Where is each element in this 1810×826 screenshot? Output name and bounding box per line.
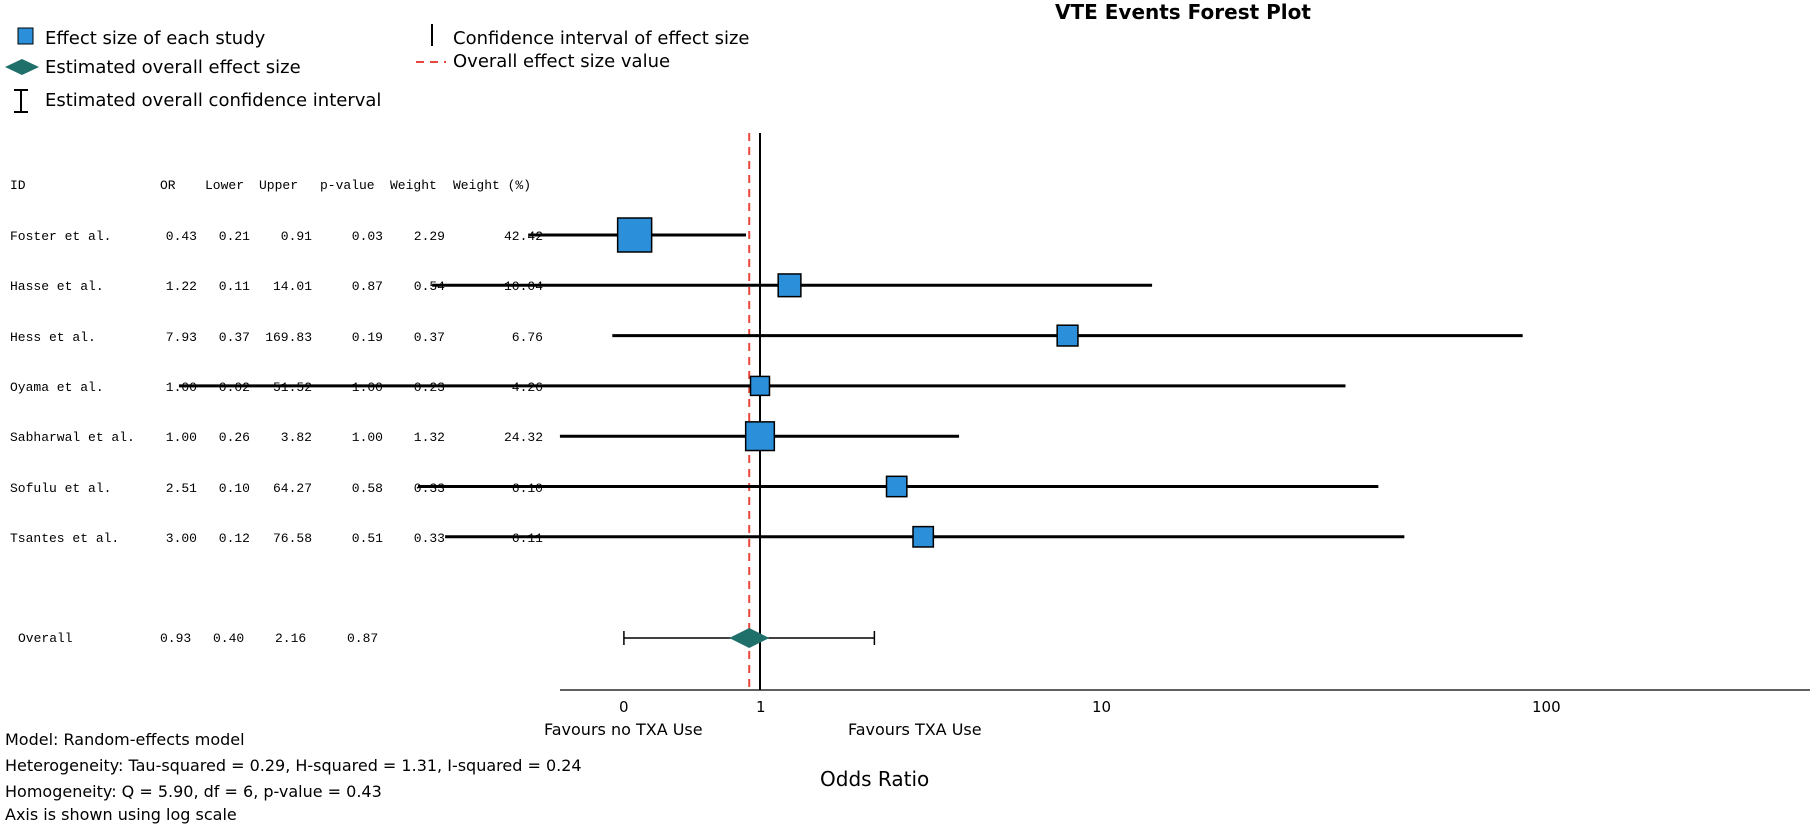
row-lower: 0.11 bbox=[218, 279, 250, 295]
row-weight-pct: 24.32 bbox=[503, 430, 543, 446]
row-lower: 0.21 bbox=[218, 229, 250, 244]
row-weight: 0.23 bbox=[413, 379, 445, 395]
row-id: Hess et al. bbox=[10, 329, 96, 345]
row-pvalue: 1.00 bbox=[351, 379, 383, 395]
row-upper: 3.82 bbox=[280, 430, 312, 446]
row-id: Sabharwal et al. bbox=[10, 430, 135, 446]
x-tick-10: 10 bbox=[1092, 698, 1112, 716]
legend-ci-label: Confidence interval of effect size bbox=[453, 28, 750, 49]
col-header-id: ID bbox=[10, 178, 26, 193]
row-pvalue: 0.51 bbox=[351, 530, 383, 546]
row-lower: 0.10 bbox=[218, 480, 250, 496]
study-effect-marker bbox=[912, 525, 935, 548]
overall-upper: 2.16 bbox=[275, 631, 307, 646]
col-header-weight-pct: Weight (%) bbox=[453, 178, 532, 193]
favours-left-label: Favours no TXA Use bbox=[544, 720, 703, 739]
legend-study-marker bbox=[17, 27, 34, 45]
row-weight: 0.37 bbox=[413, 329, 445, 345]
study-effect-marker bbox=[777, 273, 802, 298]
row-weight-pct: 6.10 bbox=[511, 480, 543, 496]
row-pvalue: 0.58 bbox=[351, 480, 383, 496]
row-lower: 0.26 bbox=[218, 430, 250, 446]
row-lower: 0.37 bbox=[218, 329, 250, 345]
row-weight: 0.33 bbox=[413, 480, 445, 496]
row-id: Foster et al. bbox=[10, 229, 112, 244]
x-tick-0: 0 bbox=[619, 698, 629, 716]
col-header-pvalue: p-value bbox=[320, 178, 375, 193]
overall-lower: 0.40 bbox=[213, 631, 245, 646]
col-header-or: OR bbox=[160, 178, 176, 193]
overall-or: 0.93 bbox=[160, 631, 192, 646]
chart-title: VTE Events Forest Plot bbox=[1055, 0, 1311, 24]
row-or: 0.43 bbox=[165, 229, 197, 244]
overall-pvalue: 0.87 bbox=[347, 631, 379, 646]
legend-diamond-marker bbox=[5, 59, 39, 75]
row-weight-pct: 42.42 bbox=[503, 229, 543, 244]
row-weight: 0.54 bbox=[413, 279, 445, 295]
row-upper: 51.52 bbox=[272, 379, 312, 395]
row-id: Tsantes et al. bbox=[10, 530, 120, 546]
overall-effect-diamond bbox=[729, 628, 770, 648]
footnote-heterogeneity: Heterogeneity: Tau-squared = 0.29, H-squ… bbox=[5, 756, 582, 775]
legend-study-label: Effect size of each study bbox=[45, 28, 266, 49]
row-or: 1.00 bbox=[165, 379, 197, 395]
study-effect-marker bbox=[1056, 324, 1079, 347]
row-weight-pct: 6.11 bbox=[511, 530, 543, 546]
overall-id: Overall bbox=[18, 631, 73, 646]
favours-right-label: Favours TXA Use bbox=[848, 720, 982, 739]
row-lower: 0.12 bbox=[218, 530, 250, 546]
row-pvalue: 0.87 bbox=[351, 279, 383, 295]
study-effect-marker bbox=[744, 421, 776, 452]
row-weight-pct: 6.76 bbox=[511, 329, 543, 345]
col-header-weight: Weight bbox=[390, 178, 437, 193]
legend-overall-label: Estimated overall effect size bbox=[45, 57, 301, 78]
footnote-log-scale: Axis is shown using log scale bbox=[5, 805, 237, 824]
row-id: Hasse et al. bbox=[10, 279, 104, 295]
row-upper: 64.27 bbox=[272, 480, 312, 496]
footnote-homogeneity: Homogeneity: Q = 5.90, df = 6, p-value =… bbox=[5, 782, 382, 801]
row-or: 1.22 bbox=[165, 279, 197, 295]
row-upper: 14.01 bbox=[272, 279, 312, 295]
row-upper: 0.91 bbox=[280, 229, 312, 244]
row-or: 1.00 bbox=[165, 430, 197, 446]
row-or: 7.93 bbox=[165, 329, 197, 345]
row-id: Sofulu et al. bbox=[10, 480, 112, 496]
x-axis-title: Odds Ratio bbox=[820, 767, 930, 791]
x-tick-1: 1 bbox=[756, 698, 766, 716]
row-or: 2.51 bbox=[165, 480, 197, 496]
row-weight-pct: 4.26 bbox=[511, 379, 543, 395]
study-effect-marker bbox=[616, 217, 653, 253]
row-upper: 169.83 bbox=[265, 329, 312, 345]
study-effect-marker bbox=[885, 475, 908, 498]
row-weight: 0.33 bbox=[413, 530, 445, 546]
row-weight: 2.29 bbox=[413, 229, 445, 244]
col-header-upper: Upper bbox=[259, 178, 299, 193]
legend-overall-ci-label: Estimated overall confidence interval bbox=[45, 90, 382, 111]
footnote-model: Model: Random-effects model bbox=[5, 730, 245, 749]
col-header-lower: Lower bbox=[205, 178, 245, 193]
row-weight-pct: 10.04 bbox=[503, 279, 543, 295]
x-tick-100: 100 bbox=[1532, 698, 1561, 716]
row-pvalue: 0.03 bbox=[351, 229, 383, 244]
row-upper: 76.58 bbox=[272, 530, 312, 546]
row-lower: 0.02 bbox=[218, 379, 250, 395]
row-or: 3.00 bbox=[165, 530, 197, 546]
row-pvalue: 0.19 bbox=[351, 329, 383, 345]
row-id: Oyama et al. bbox=[10, 379, 104, 395]
row-pvalue: 1.00 bbox=[351, 430, 383, 446]
legend-overall-line-label: Overall effect size value bbox=[453, 51, 671, 72]
study-effect-marker bbox=[749, 375, 771, 397]
row-weight: 1.32 bbox=[413, 430, 445, 446]
